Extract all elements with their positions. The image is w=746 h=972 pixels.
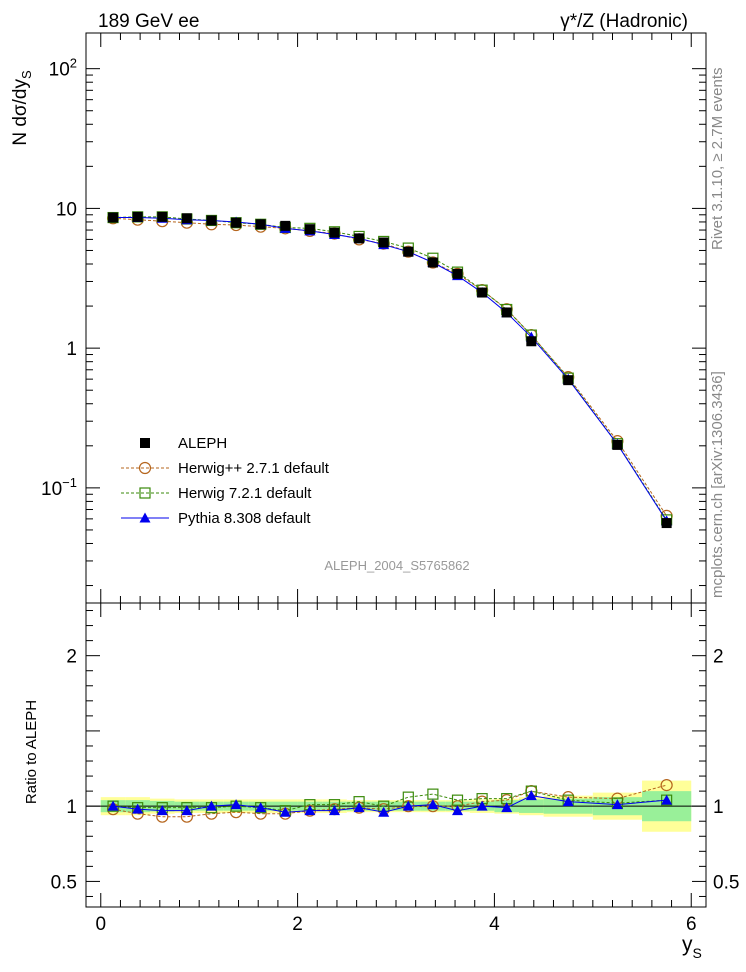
- ratio-point-pythia: [132, 803, 144, 814]
- ratio-y-tick-label-left: 0.5: [51, 872, 77, 893]
- ratio-point-pythia: [279, 806, 291, 817]
- x-tick-label: 4: [489, 914, 500, 935]
- point-data: [477, 287, 488, 298]
- point-data: [280, 220, 291, 231]
- point-data: [501, 307, 512, 318]
- legend-label-data: ALEPH: [178, 435, 227, 452]
- ratio-point-pythia: [156, 805, 168, 816]
- ratio-point-pythia: [328, 805, 340, 816]
- ratio-point-pythia: [562, 796, 574, 807]
- y-tick-label: 10−1: [41, 475, 77, 500]
- y-tick-label: 10: [56, 199, 77, 220]
- legend-marker-pythia: [139, 512, 151, 523]
- ratio-point-pythia: [402, 800, 414, 811]
- x-axis-label: yS: [682, 933, 702, 961]
- legend-marker-herwigpp: [138, 461, 152, 475]
- ratio-y-label: Ratio to ALEPH: [23, 700, 40, 804]
- ratio-point-herwigpp: [660, 778, 673, 792]
- ratio-point-pythia: [205, 800, 217, 811]
- ratio-point-pythia: [525, 790, 537, 801]
- point-data: [329, 227, 340, 238]
- ratio-point-pythia: [476, 800, 488, 811]
- point-data: [206, 215, 217, 226]
- ratio-point-pythia: [378, 806, 390, 817]
- ratio-point-pythia: [611, 799, 623, 810]
- ratio-y-tick-label-left: 2: [66, 647, 77, 668]
- legend-marker-data: [140, 438, 150, 448]
- y-tick-label-base: 10: [41, 479, 62, 500]
- point-data: [181, 213, 192, 224]
- y-tick-label-exp: 2: [70, 56, 77, 71]
- analysis-watermark: ALEPH_2004_S5765862: [324, 558, 469, 573]
- ratio-point-pythia: [255, 802, 267, 813]
- point-data: [563, 375, 574, 386]
- ratio-point-pythia: [427, 799, 439, 810]
- point-data: [526, 336, 537, 347]
- ratio-y-tick-label-right: 0.5: [713, 872, 739, 893]
- point-data: [661, 518, 672, 529]
- x-label-sub: S: [693, 945, 702, 961]
- point-data: [452, 268, 463, 279]
- ratio-point-pythia: [452, 805, 464, 816]
- main-y-label: N dσ/dyS: [10, 70, 34, 146]
- ratio-point-pythia: [353, 802, 365, 813]
- ratio-point-pythia: [230, 799, 242, 810]
- y-tick-label-exp: −1: [62, 475, 77, 490]
- main-y-label-main: N dσ/dy: [10, 79, 31, 146]
- legend-marker-herwig7: [139, 487, 151, 499]
- y-tick-label-base: 10: [56, 199, 77, 220]
- ratio-point-pythia: [304, 805, 316, 816]
- legend-label-herwigpp: Herwig++ 2.7.1 default: [178, 460, 330, 477]
- mcplots-label: mcplots.cern.ch [arXiv:1306.3436]: [709, 371, 726, 598]
- ratio-y-tick-label-left: 1: [66, 797, 77, 818]
- point-data: [612, 439, 623, 450]
- y-tick-label: 1: [66, 339, 77, 360]
- ratio-y-tick-label-right: 1: [713, 797, 724, 818]
- point-data: [132, 211, 143, 222]
- point-data: [255, 219, 266, 230]
- x-label-main: y: [682, 933, 693, 956]
- y-tick-label-base: 10: [49, 60, 70, 81]
- point-data: [108, 212, 119, 223]
- ratio-point-herwig7: [427, 788, 439, 800]
- ratio-point-pythia: [661, 794, 673, 805]
- main-y-label-sub: S: [19, 70, 34, 79]
- point-data: [157, 211, 168, 222]
- ratio-y-tick-label-right: 2: [713, 647, 724, 668]
- header-left: 189 GeV ee: [98, 11, 199, 32]
- ratio-line-herwig7: [113, 790, 667, 812]
- ratio-point-pythia: [107, 800, 119, 811]
- header-right: γ*/Z (Hadronic): [560, 11, 688, 32]
- point-data: [304, 224, 315, 235]
- x-tick-label: 0: [95, 914, 106, 935]
- ratio-point-herwig7: [451, 794, 464, 806]
- legend-label-pythia: Pythia 8.308 default: [178, 510, 311, 527]
- x-tick-label: 6: [686, 914, 697, 935]
- ratio-panel: 0 2 4 6 0.5 0.5 1 1 2 2: [51, 33, 739, 935]
- x-tick-label: 2: [292, 914, 303, 935]
- ratio-point-pythia: [501, 802, 513, 813]
- ratio-point-pythia: [181, 805, 193, 816]
- rivet-label: Rivet 3.1.10, ≥ 2.7M events: [709, 68, 726, 251]
- ratio-frame: [85, 602, 707, 908]
- point-data: [403, 246, 414, 257]
- y-tick-label-base: 1: [66, 339, 77, 360]
- point-data: [427, 257, 438, 268]
- legend: ALEPH Herwig++ 2.7.1 default Herwig 7.2.1 …: [121, 435, 330, 527]
- y-tick-label: 102: [49, 56, 77, 81]
- point-data: [231, 217, 242, 228]
- legend-label-herwig7: Herwig 7.2.1 default: [178, 485, 312, 502]
- point-data: [378, 237, 389, 248]
- point-data: [354, 233, 365, 244]
